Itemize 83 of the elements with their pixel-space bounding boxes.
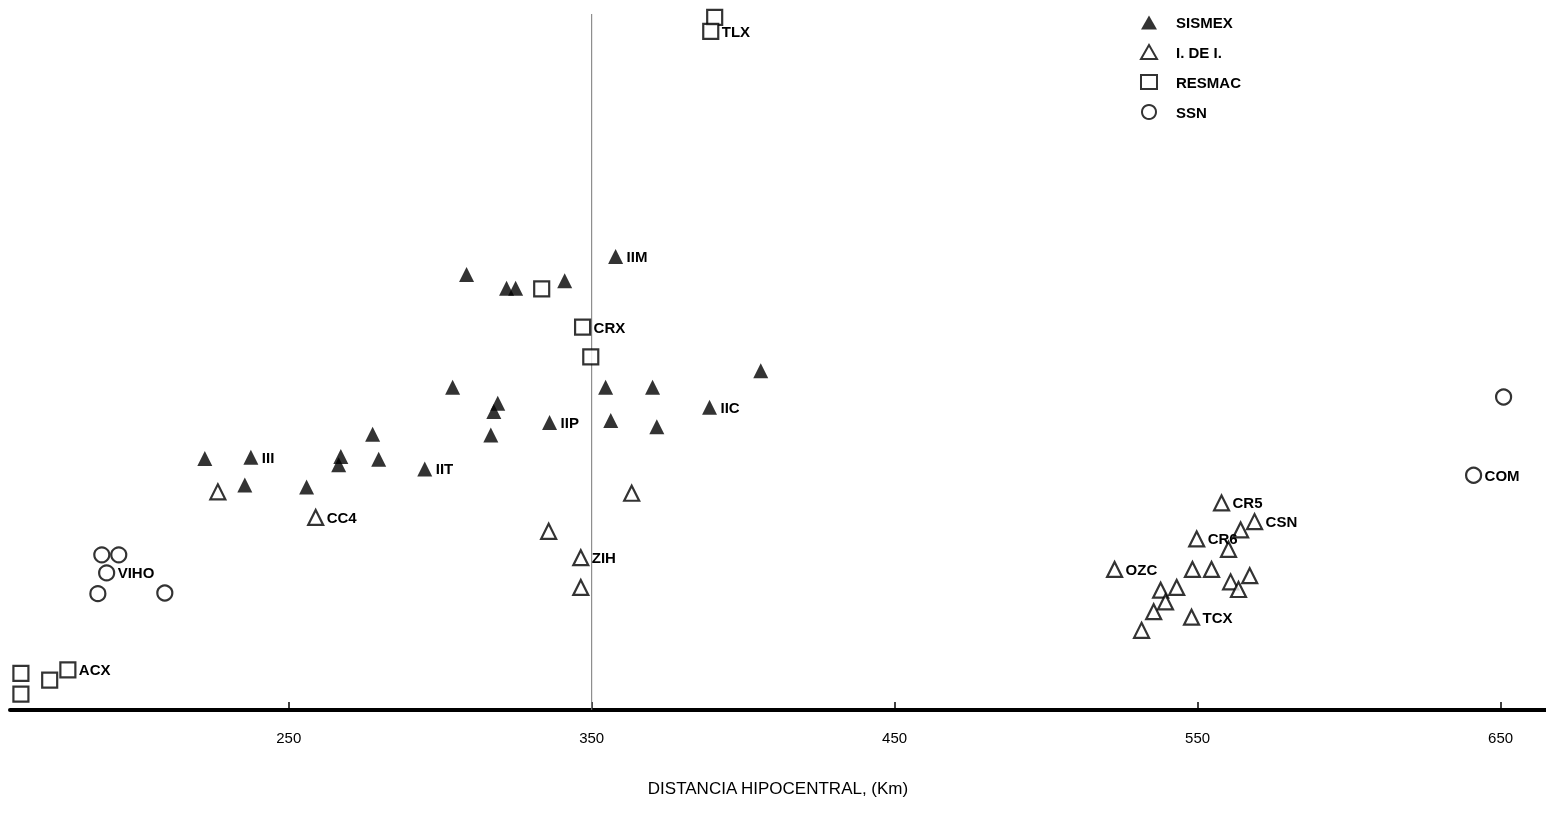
point [572, 549, 590, 567]
point [445, 379, 461, 395]
annotation: CR6 [1207, 530, 1238, 548]
x-tick-label: 550 [1185, 729, 1211, 746]
point [508, 280, 524, 296]
point [542, 415, 558, 431]
point [197, 451, 213, 467]
point [59, 661, 77, 679]
point [486, 404, 502, 420]
point [572, 578, 590, 597]
point [89, 585, 107, 603]
point [533, 280, 551, 298]
x-tick-label: 350 [579, 729, 605, 746]
point [41, 671, 59, 689]
point [1229, 580, 1248, 599]
point [93, 546, 111, 564]
point [702, 22, 720, 40]
point [1465, 466, 1483, 484]
point [1156, 593, 1175, 611]
annotation: CC4 [326, 508, 358, 526]
legend-label: SSN [1176, 103, 1207, 121]
x-tick-label: 250 [276, 729, 302, 746]
point [209, 483, 227, 501]
legend-label: I. DE I. [1176, 43, 1222, 61]
point [1212, 494, 1231, 512]
x-tick-label: 450 [882, 729, 908, 746]
point [459, 266, 475, 282]
point [243, 449, 259, 465]
point [98, 564, 116, 582]
point [156, 584, 174, 602]
annotation: IIT [435, 460, 454, 478]
point [307, 508, 325, 527]
point [237, 477, 253, 493]
point [540, 522, 558, 540]
point [483, 427, 499, 443]
point [1241, 567, 1259, 585]
point [417, 461, 433, 477]
annotation: IIP [560, 414, 579, 432]
point [623, 484, 641, 502]
annotation: ZIH [591, 549, 616, 567]
point [1183, 560, 1202, 579]
annotation: III [261, 448, 275, 466]
point [110, 546, 128, 564]
point [598, 379, 614, 395]
point [1188, 530, 1206, 548]
point [371, 451, 387, 467]
point [1132, 621, 1151, 639]
point [1145, 603, 1163, 621]
legend-label: RESMAC [1176, 73, 1242, 91]
point [582, 348, 600, 366]
point [12, 685, 30, 703]
point [1182, 608, 1201, 626]
point [1202, 560, 1221, 579]
annotation: CR5 [1232, 494, 1263, 512]
annotation: TLX [721, 22, 751, 40]
point [12, 664, 30, 682]
legend-label: SISMEX [1176, 14, 1233, 31]
annotation: IIC [720, 398, 740, 416]
point [608, 248, 624, 264]
annotation: VIHO [117, 564, 155, 582]
point [702, 399, 718, 415]
point [299, 479, 315, 495]
point [331, 457, 347, 473]
point [365, 426, 381, 442]
annotation: COM [1484, 466, 1520, 484]
x-tick-label: 650 [1488, 729, 1514, 746]
point [603, 413, 619, 429]
point [573, 318, 592, 336]
x-axis-title: DISTANCIA HIPOCENTRAL, (Km) [647, 779, 909, 798]
annotation: ACX [78, 661, 111, 679]
annotation: IIM [626, 247, 648, 265]
annotation: OZC [1125, 560, 1158, 578]
annotation: TCX [1202, 608, 1233, 626]
annotation: CSN [1265, 513, 1298, 531]
point [1105, 560, 1124, 579]
annotation: CRX [593, 318, 626, 336]
point [1168, 578, 1186, 597]
point [649, 419, 665, 435]
point [1495, 388, 1513, 406]
point [753, 363, 769, 379]
point [645, 379, 661, 395]
point [557, 273, 573, 289]
point [1245, 513, 1264, 531]
